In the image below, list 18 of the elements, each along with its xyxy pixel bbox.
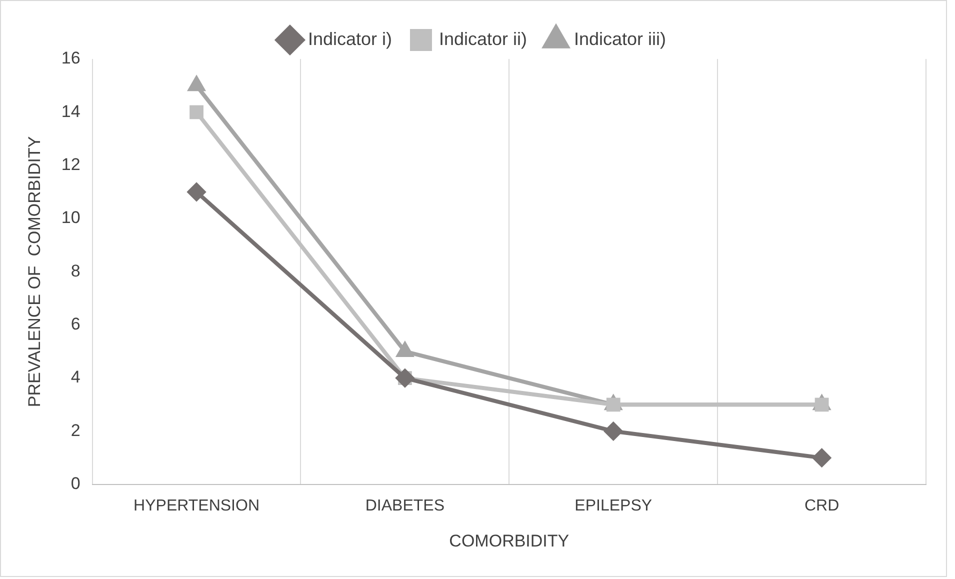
legend-label: Indicator ii) [438,28,528,49]
legend-label: Indicator iii) [574,28,666,49]
y-tick-label: 14 [61,102,80,121]
y-tick-label: 10 [61,208,80,228]
x-tick-label: CRD [804,497,840,514]
y-tick-label: 6 [70,314,80,334]
y-tick-label: 2 [70,420,80,440]
x-axis-title: COMORBIDITY [449,531,570,550]
x-tick-label: EPILEPSY [574,497,652,514]
y-tick-label: 16 [61,48,80,68]
y-tick-label: 4 [70,368,80,387]
y-tick-label: 12 [61,155,80,174]
legend-label: Indicator i) [308,28,392,49]
y-axis-title: PREVALENCE OF COMORBIDITY [24,136,44,408]
x-tick-label: DIABETES [365,497,445,514]
x-tick-label: HYPERTENSION [134,497,260,514]
y-tick-label: 0 [70,474,80,494]
y-tick-label: 8 [70,261,80,280]
